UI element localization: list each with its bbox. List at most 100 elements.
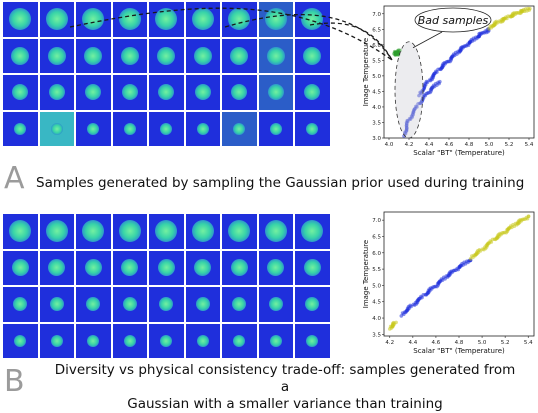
- sample-tile: [76, 323, 111, 358]
- plot-frame: [383, 211, 535, 337]
- sample-blob: [228, 220, 250, 242]
- sample-tile: [185, 75, 220, 110]
- sample-blob: [193, 46, 212, 65]
- sample-tile: [112, 38, 147, 73]
- sample-tile: [39, 287, 74, 322]
- sample-blob: [264, 220, 287, 242]
- sample-blob: [157, 46, 175, 65]
- sample-tile: [76, 75, 111, 110]
- sample-blob: [306, 334, 318, 347]
- sample-tile: [3, 214, 38, 249]
- sample-blob: [84, 259, 102, 276]
- sample-blob: [9, 220, 31, 242]
- sample-blob: [45, 220, 68, 242]
- x-tick-label: 5.2: [501, 340, 510, 346]
- sample-blob: [47, 46, 66, 65]
- sample-blob: [118, 220, 141, 242]
- sample-blob: [269, 334, 282, 347]
- y-tick-label: 3.5: [372, 332, 381, 338]
- sample-blob: [12, 84, 28, 100]
- sample-blob: [268, 297, 283, 311]
- sample-blob: [11, 46, 29, 65]
- sample-grid-b: [3, 214, 330, 358]
- sample-tile: [295, 75, 330, 110]
- sample-blob: [84, 46, 102, 65]
- sample-tile: [112, 75, 147, 110]
- y-tick-label: 4.0: [372, 316, 381, 322]
- sample-tile: [39, 2, 74, 37]
- y-tick-label: 6.0: [372, 251, 381, 257]
- x-tick-label: 4.0: [385, 142, 394, 148]
- sample-tile: [149, 287, 184, 322]
- sample-blob: [49, 297, 64, 311]
- sample-blob: [267, 84, 284, 100]
- sample-blob: [160, 122, 172, 135]
- x-tick-label: 4.4: [408, 340, 417, 346]
- scatter-point: [528, 6, 532, 11]
- sample-tile: [3, 75, 38, 110]
- sample-blob: [87, 334, 99, 347]
- x-axis-label: Scalar "BT" (Temperature): [413, 149, 505, 157]
- sample-blob: [120, 46, 139, 65]
- sample-blob: [232, 297, 246, 311]
- sample-tile: [295, 287, 330, 322]
- sample-tile: [222, 323, 257, 358]
- sample-tile: [76, 2, 111, 37]
- sample-tile: [185, 287, 220, 322]
- sample-blob: [14, 122, 26, 135]
- sample-blob: [233, 334, 245, 347]
- y-axis-label: Image Temperature: [362, 240, 370, 309]
- sample-tile: [295, 2, 330, 37]
- x-tick-label: 4.2: [405, 142, 414, 148]
- sample-tile: [185, 250, 220, 285]
- scatter-point: [438, 79, 442, 84]
- scatter-point: [415, 105, 419, 109]
- sample-blob: [121, 259, 138, 276]
- sample-tile: [39, 111, 74, 146]
- sample-blob: [194, 84, 211, 100]
- bad-samples-callout: [414, 7, 492, 33]
- sample-tile: [185, 111, 220, 146]
- callout-pointer: [412, 31, 443, 49]
- y-tick-label: 6.0: [372, 43, 381, 49]
- sample-blob: [155, 8, 177, 30]
- sample-tile: [3, 38, 38, 73]
- sample-blob: [155, 220, 177, 242]
- panel-letter-b: B: [4, 364, 25, 399]
- scatter-plot-a: 4.0 4.2 4.4 4.6 4.8 5.0 5.2 5.4 3.0 3.5 4.0 4.5 5.0 5…: [362, 5, 535, 157]
- sample-tile: [3, 323, 38, 358]
- sample-grid-a: [3, 2, 330, 146]
- y-tick-label: 5.5: [372, 267, 381, 273]
- scatter-point: [394, 320, 398, 325]
- sample-tile: [185, 323, 220, 358]
- sample-tile: [149, 323, 184, 358]
- sample-tile: [112, 323, 147, 358]
- sample-blob: [50, 334, 63, 347]
- sample-blob: [267, 259, 284, 276]
- x-axis-label: Scalar "BT" (Temperature): [413, 347, 505, 355]
- sample-tile: [112, 250, 147, 285]
- sample-blob: [48, 84, 65, 100]
- caption-b: Diversity vs physical consistency trade-…: [50, 362, 520, 413]
- scatter-point: [489, 240, 494, 244]
- scatter-point: [411, 113, 415, 117]
- panel-a: 4.0 4.2 4.4 4.6 4.8 5.0 5.2 5.4 3.0 3.5 4.0 4.5 5.0 5…: [0, 0, 538, 204]
- y-axis-label: Image Temperature: [362, 38, 370, 107]
- sample-blob: [194, 259, 211, 276]
- x-tick-label: 5.2: [505, 142, 514, 148]
- sample-blob: [11, 259, 29, 276]
- sample-tile: [222, 214, 257, 249]
- sample-blob: [9, 8, 31, 30]
- sample-blob: [230, 259, 248, 276]
- sample-tile: [39, 38, 74, 73]
- scatter-point: [403, 131, 408, 136]
- panel-b: 4.2 4.4 4.6 4.8 5.0 5.2 5.4 3.5 4.0 4.5 5.0 5.5 6.0 6…: [0, 204, 538, 412]
- y-tick-label: 4.5: [372, 300, 381, 306]
- dashed-arrows: [69, 7, 393, 61]
- bad-samples-label: Bad samples: [418, 14, 489, 27]
- caption-a: Samples generated by sampling the Gaussi…: [36, 175, 525, 191]
- x-tick-label: 5.0: [485, 142, 494, 148]
- x-tick-label: 4.8: [455, 340, 464, 346]
- sample-tile: [39, 75, 74, 110]
- sample-blob: [118, 8, 141, 30]
